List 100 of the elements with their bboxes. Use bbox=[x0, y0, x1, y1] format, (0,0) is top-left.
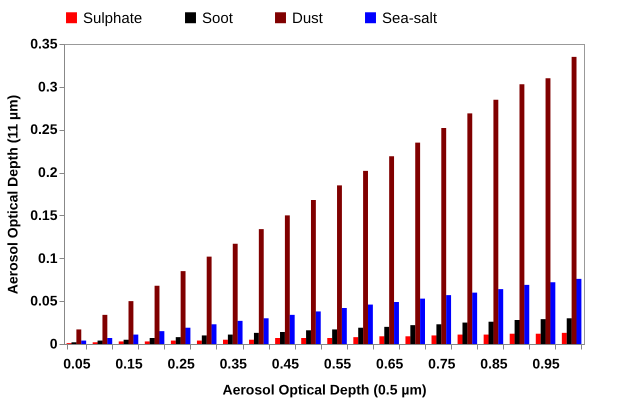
bar bbox=[566, 318, 572, 344]
bar bbox=[405, 336, 410, 344]
bar bbox=[458, 334, 462, 344]
bar bbox=[254, 332, 259, 344]
bar bbox=[410, 325, 416, 344]
bar bbox=[493, 100, 498, 344]
bar bbox=[306, 330, 311, 344]
x-tick-label: 0.45 bbox=[272, 356, 300, 372]
bar bbox=[462, 322, 468, 344]
bar bbox=[118, 341, 124, 344]
y-tick-label: 0.25 bbox=[30, 121, 58, 138]
bar bbox=[275, 338, 280, 344]
bar bbox=[540, 319, 546, 344]
bar bbox=[472, 292, 478, 344]
x-tick-label: 0.55 bbox=[324, 356, 352, 372]
bar bbox=[310, 200, 316, 344]
bar bbox=[316, 311, 321, 344]
x-tick-label: 0.85 bbox=[480, 356, 508, 372]
bar bbox=[342, 308, 347, 344]
bar bbox=[176, 337, 181, 344]
bar bbox=[232, 244, 238, 344]
bar bbox=[358, 328, 364, 344]
bar bbox=[436, 324, 442, 344]
legend-label: Soot bbox=[202, 10, 234, 27]
bar bbox=[337, 185, 342, 344]
bar bbox=[206, 256, 212, 344]
legend-label: Sea-salt bbox=[382, 10, 438, 27]
bar bbox=[264, 318, 269, 344]
bar bbox=[144, 341, 150, 344]
y-tick-label: 0 bbox=[50, 336, 58, 352]
bar bbox=[186, 328, 190, 344]
bar bbox=[159, 331, 164, 344]
bar bbox=[467, 113, 472, 344]
bar bbox=[154, 286, 160, 344]
y-tick-label: 0.05 bbox=[30, 292, 58, 309]
bar bbox=[576, 278, 582, 344]
bar bbox=[394, 302, 399, 344]
y-tick-label: 0.35 bbox=[30, 36, 58, 52]
x-tick-label: 0.15 bbox=[115, 356, 143, 372]
bar bbox=[389, 156, 394, 344]
bar bbox=[98, 340, 102, 344]
bar bbox=[102, 314, 108, 344]
bar bbox=[368, 304, 373, 344]
bar bbox=[249, 340, 254, 344]
bar bbox=[572, 56, 577, 344]
bar bbox=[150, 338, 155, 344]
x-tick-label: 0.75 bbox=[428, 356, 456, 372]
bar bbox=[290, 314, 295, 344]
x-tick-label: 0.65 bbox=[376, 356, 404, 372]
bar bbox=[379, 336, 384, 344]
bar bbox=[446, 295, 452, 344]
bar bbox=[228, 334, 233, 344]
bar bbox=[519, 84, 524, 344]
bar bbox=[536, 334, 541, 344]
x-tick-label: 0.95 bbox=[532, 356, 560, 372]
x-axis-title: Aerosol Optical Depth (0.5 µm) bbox=[222, 382, 427, 398]
bar bbox=[258, 229, 264, 344]
bar bbox=[128, 301, 134, 344]
bar bbox=[284, 215, 290, 344]
y-tick-label: 0.3 bbox=[38, 78, 58, 94]
bar bbox=[212, 324, 216, 344]
bar bbox=[384, 326, 390, 344]
bar bbox=[363, 170, 368, 344]
bar bbox=[546, 78, 550, 344]
y-tick-label: 0.15 bbox=[30, 206, 58, 223]
bar bbox=[510, 334, 515, 344]
bar bbox=[124, 340, 129, 344]
bar bbox=[133, 334, 138, 344]
bar bbox=[420, 298, 426, 344]
bar bbox=[327, 338, 332, 344]
bar bbox=[432, 335, 436, 344]
bar bbox=[202, 335, 207, 344]
bar bbox=[415, 142, 420, 344]
bar bbox=[76, 329, 82, 344]
legend-label: Sulphate bbox=[83, 10, 142, 27]
y-axis-title: Aerosol Optical Depth (11 µm) bbox=[4, 94, 20, 294]
bar bbox=[81, 340, 86, 344]
bar bbox=[238, 320, 243, 344]
bar bbox=[301, 338, 306, 344]
bar bbox=[484, 334, 489, 344]
bar bbox=[550, 282, 556, 344]
x-tick-label: 0.05 bbox=[63, 356, 91, 372]
bar bbox=[196, 340, 202, 344]
x-tick-label: 0.25 bbox=[168, 356, 195, 372]
bar bbox=[498, 289, 504, 344]
bar bbox=[353, 337, 358, 344]
y-tick-label: 0.2 bbox=[38, 164, 58, 180]
bar bbox=[280, 332, 285, 344]
bar bbox=[170, 340, 176, 344]
x-tick-label: 0.35 bbox=[220, 356, 248, 372]
bar bbox=[332, 329, 338, 344]
y-tick-label: 0.1 bbox=[38, 250, 58, 266]
bar bbox=[562, 332, 567, 344]
bar bbox=[441, 128, 446, 344]
legend-label: Dust bbox=[292, 10, 324, 27]
bar bbox=[488, 322, 494, 344]
bar bbox=[514, 320, 520, 344]
bar bbox=[222, 340, 228, 344]
bar bbox=[107, 338, 112, 344]
bar bbox=[524, 284, 530, 344]
